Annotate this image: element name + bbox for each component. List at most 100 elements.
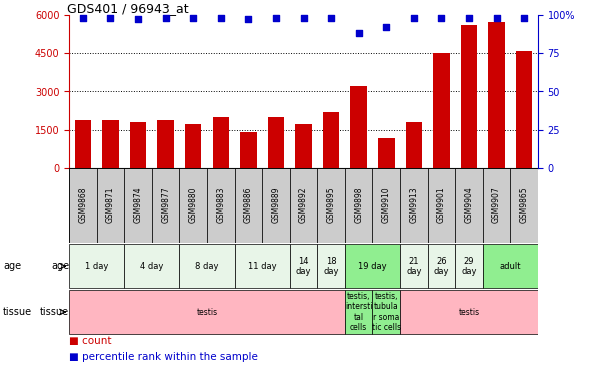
Bar — [102, 120, 119, 168]
Point — [161, 15, 171, 20]
Text: GSM9913: GSM9913 — [409, 186, 418, 223]
Bar — [345, 168, 373, 243]
Bar — [433, 53, 450, 168]
Text: 21
day: 21 day — [406, 257, 421, 276]
Point — [78, 15, 88, 20]
Bar — [69, 244, 124, 288]
Bar — [455, 168, 483, 243]
Bar — [130, 122, 146, 168]
Bar — [240, 132, 257, 168]
Text: 8 day: 8 day — [195, 262, 219, 271]
Text: tissue: tissue — [40, 307, 69, 317]
Bar — [400, 168, 427, 243]
Point — [326, 15, 336, 20]
Text: tissue: tissue — [3, 307, 32, 317]
Point — [299, 15, 308, 20]
Bar — [180, 168, 207, 243]
Bar — [69, 290, 345, 334]
Text: GSM9892: GSM9892 — [299, 186, 308, 223]
Bar — [75, 120, 91, 168]
Text: age: age — [51, 261, 69, 271]
Bar — [213, 117, 229, 168]
Text: GSM9901: GSM9901 — [437, 186, 446, 223]
Bar — [262, 168, 290, 243]
Bar — [373, 168, 400, 243]
Point — [354, 30, 364, 36]
Text: 19 day: 19 day — [358, 262, 387, 271]
Bar — [97, 168, 124, 243]
Bar — [400, 244, 427, 288]
Point — [492, 15, 501, 20]
Bar — [345, 244, 400, 288]
Bar — [234, 168, 262, 243]
Text: GSM9874: GSM9874 — [133, 186, 142, 223]
Text: GSM9865: GSM9865 — [520, 186, 529, 223]
Text: ■ percentile rank within the sample: ■ percentile rank within the sample — [69, 352, 258, 362]
Text: 1 day: 1 day — [85, 262, 108, 271]
Point — [436, 15, 446, 20]
Text: GSM9898: GSM9898 — [354, 186, 363, 223]
Bar — [157, 120, 174, 168]
Point — [464, 15, 474, 20]
Text: age: age — [3, 261, 21, 271]
Bar — [350, 86, 367, 168]
Text: GSM9880: GSM9880 — [189, 186, 198, 223]
Text: 4 day: 4 day — [140, 262, 163, 271]
Bar — [427, 244, 455, 288]
Text: GSM9877: GSM9877 — [161, 186, 170, 223]
Text: 14
day: 14 day — [296, 257, 311, 276]
Text: adult: adult — [499, 262, 521, 271]
Bar — [323, 112, 340, 168]
Text: GSM9910: GSM9910 — [382, 186, 391, 223]
Text: GDS401 / 96943_at: GDS401 / 96943_at — [67, 1, 188, 15]
Bar — [69, 168, 97, 243]
Bar — [152, 168, 180, 243]
Text: GSM9904: GSM9904 — [465, 186, 474, 223]
Text: GSM9895: GSM9895 — [326, 186, 335, 223]
Bar — [510, 168, 538, 243]
Bar — [124, 244, 180, 288]
Bar — [373, 290, 400, 334]
Text: testis,
tubula
r soma
tic cells: testis, tubula r soma tic cells — [371, 292, 401, 332]
Bar — [234, 244, 290, 288]
Text: GSM9883: GSM9883 — [216, 186, 225, 223]
Point — [188, 15, 198, 20]
Point — [133, 16, 143, 22]
Point — [271, 15, 281, 20]
Point — [243, 16, 253, 22]
Bar — [427, 168, 455, 243]
Text: 26
day: 26 day — [434, 257, 449, 276]
Bar — [488, 22, 505, 168]
Bar — [290, 168, 317, 243]
Bar — [378, 138, 394, 168]
Point — [382, 24, 391, 30]
Bar — [483, 244, 538, 288]
Text: 18
day: 18 day — [323, 257, 339, 276]
Text: testis,
intersti
tal
cells: testis, intersti tal cells — [345, 292, 373, 332]
Bar — [483, 168, 510, 243]
Bar — [124, 168, 152, 243]
Bar — [185, 123, 201, 168]
Bar — [295, 123, 312, 168]
Text: GSM9889: GSM9889 — [272, 186, 281, 223]
Point — [409, 15, 419, 20]
Text: 11 day: 11 day — [248, 262, 276, 271]
Bar — [516, 51, 532, 168]
Bar — [317, 244, 345, 288]
Bar — [461, 25, 477, 168]
Bar — [180, 244, 234, 288]
Text: 29
day: 29 day — [461, 257, 477, 276]
Text: GSM9868: GSM9868 — [78, 186, 87, 223]
Text: GSM9907: GSM9907 — [492, 186, 501, 223]
Text: testis: testis — [459, 307, 480, 317]
Text: GSM9886: GSM9886 — [244, 186, 253, 223]
Bar — [400, 290, 538, 334]
Text: ■ count: ■ count — [69, 336, 112, 346]
Bar — [317, 168, 345, 243]
Text: testis: testis — [197, 307, 218, 317]
Point — [106, 15, 115, 20]
Point — [216, 15, 225, 20]
Text: GSM9871: GSM9871 — [106, 186, 115, 223]
Point — [519, 15, 529, 20]
Bar — [406, 122, 422, 168]
